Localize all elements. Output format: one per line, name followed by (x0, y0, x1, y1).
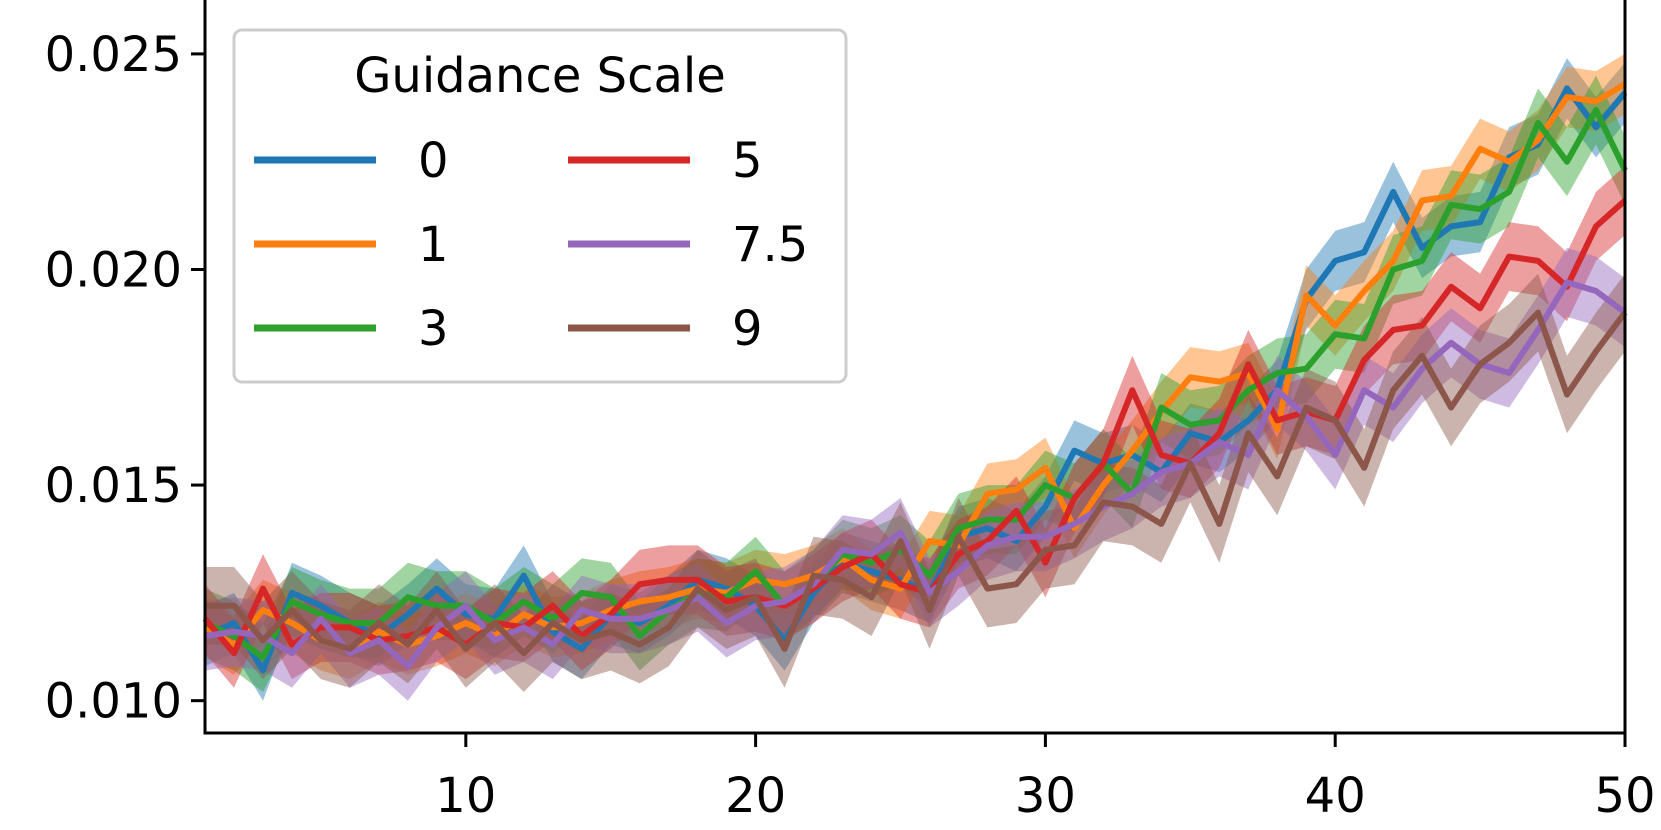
series-lines (202, 81, 1628, 674)
legend-label: 0 (418, 133, 449, 189)
legend-label: 9 (732, 301, 763, 357)
legend-entries: 0 1 3 5 7.5 9 (254, 133, 808, 357)
legend-label: 3 (418, 301, 449, 357)
band-series-4 (205, 247, 1625, 701)
legend-label: 1 (418, 217, 449, 273)
y-tick-label: 0.010 (45, 674, 182, 730)
x-tick-label: 40 (1305, 768, 1366, 824)
x-tick-label: 10 (435, 768, 496, 824)
x-axis: 10 20 30 40 50 (435, 733, 1656, 824)
legend-label: 5 (732, 133, 763, 189)
y-tick-label: 0.020 (45, 242, 182, 298)
legend-box (232, 28, 848, 384)
x-tick-label: 30 (1015, 768, 1076, 824)
band-series-1 (205, 53, 1625, 680)
legend: Guidance Scale 0 1 3 5 7.5 9 (232, 28, 848, 384)
legend-title: Guidance Scale (354, 48, 726, 104)
y-tick-label: 0.025 (45, 27, 182, 83)
y-axis: 0.010 0.015 0.020 0.025 (45, 27, 205, 730)
plot-frame (203, 0, 1627, 735)
legend-label: 7.5 (732, 217, 808, 273)
x-tick-label: 50 (1594, 768, 1655, 824)
y-tick-label: 0.015 (45, 458, 182, 514)
line-series-5 (205, 309, 1628, 657)
line-series-3 (202, 198, 1627, 657)
x-tick-label: 20 (725, 768, 786, 824)
